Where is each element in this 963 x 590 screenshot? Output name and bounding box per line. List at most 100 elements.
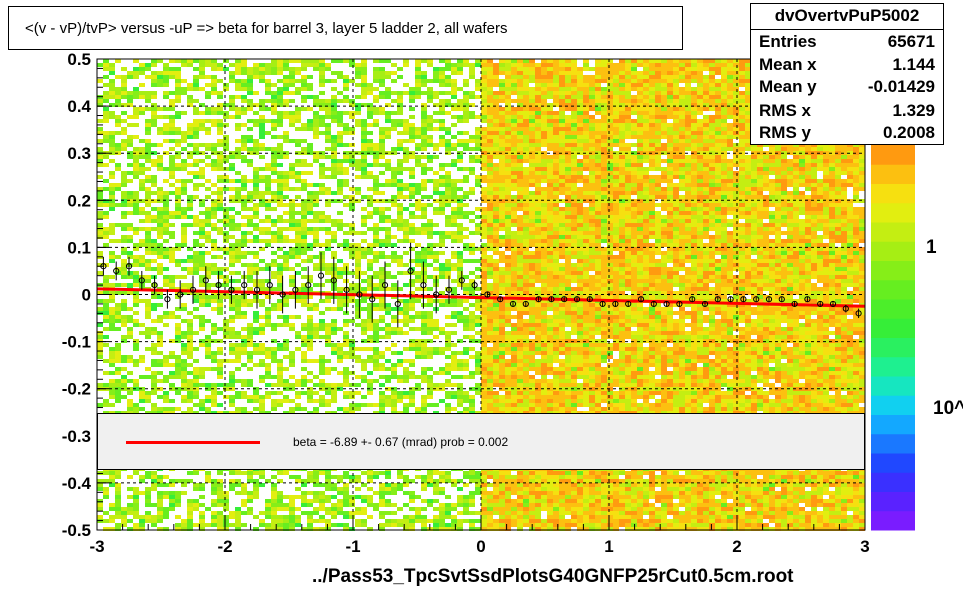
heatmap-cell	[349, 247, 355, 251]
heatmap-cell	[343, 503, 349, 507]
heatmap-cell	[313, 231, 319, 235]
heatmap-cell	[415, 159, 421, 163]
heatmap-cell	[277, 255, 283, 259]
heatmap-cell	[175, 359, 181, 363]
heatmap-cell	[289, 503, 295, 507]
heatmap-cell	[133, 507, 139, 511]
heatmap-cell	[163, 63, 169, 67]
heatmap-cell	[379, 499, 385, 503]
heatmap-cell	[283, 99, 289, 103]
heatmap-cell	[511, 71, 517, 75]
heatmap-cell	[235, 279, 241, 283]
heatmap-cell	[253, 75, 259, 79]
heatmap-cell	[133, 523, 139, 527]
heatmap-cell	[373, 243, 379, 247]
heatmap-cell	[469, 251, 475, 255]
heatmap-cell	[361, 395, 367, 399]
heatmap-cell	[181, 187, 187, 191]
heatmap-cell	[199, 251, 205, 255]
heatmap-cell	[313, 111, 319, 115]
heatmap-cell	[439, 83, 445, 87]
heatmap-cell	[163, 123, 169, 127]
heatmap-cell	[427, 339, 433, 343]
heatmap-cell	[493, 227, 499, 231]
heatmap-cell	[373, 191, 379, 195]
heatmap-cell	[127, 143, 133, 147]
heatmap-cell	[193, 263, 199, 267]
heatmap-cell	[259, 71, 265, 75]
heatmap-cell	[241, 95, 247, 99]
heatmap-cell	[115, 311, 121, 315]
heatmap-cell	[487, 311, 493, 315]
heatmap-cell	[235, 107, 241, 111]
heatmap-cell	[469, 399, 475, 403]
heatmap-cell	[241, 147, 247, 151]
heatmap-cell	[397, 259, 403, 263]
heatmap-cell	[223, 275, 229, 279]
heatmap-cell	[391, 223, 397, 227]
heatmap-cell	[229, 335, 235, 339]
heatmap-cell	[499, 503, 505, 507]
heatmap-cell	[445, 139, 451, 143]
heatmap-cell	[433, 251, 439, 255]
heatmap-cell	[373, 331, 379, 335]
heatmap-cell	[145, 399, 151, 403]
heatmap-cell	[325, 307, 331, 311]
heatmap-cell	[505, 63, 511, 67]
heatmap-cell	[331, 199, 337, 203]
heatmap-cell	[469, 243, 475, 247]
heatmap-cell	[181, 375, 187, 379]
heatmap-cell	[217, 199, 223, 203]
heatmap-cell	[397, 187, 403, 191]
heatmap-cell	[421, 399, 427, 403]
heatmap-cell	[409, 315, 415, 319]
heatmap-cell	[475, 363, 481, 367]
heatmap-cell	[157, 215, 163, 219]
heatmap-cell	[373, 87, 379, 91]
heatmap-cell	[229, 179, 235, 183]
heatmap-cell	[205, 471, 211, 475]
heatmap-cell	[211, 487, 217, 491]
heatmap-cell	[451, 183, 457, 187]
heatmap-cell	[247, 331, 253, 335]
heatmap-cell	[115, 255, 121, 259]
heatmap-cell	[433, 519, 439, 523]
heatmap-cell	[283, 303, 289, 307]
heatmap-cell	[157, 243, 163, 247]
heatmap-cell	[223, 159, 229, 163]
heatmap-cell	[139, 207, 145, 211]
heatmap-cell	[499, 327, 505, 331]
heatmap-cell	[487, 123, 493, 127]
heatmap-cell	[187, 327, 193, 331]
heatmap-cell	[121, 223, 127, 227]
heatmap-cell	[103, 403, 109, 407]
heatmap-cell	[295, 395, 301, 399]
heatmap-cell	[325, 271, 331, 275]
heatmap-cell	[337, 111, 343, 115]
heatmap-cell	[481, 155, 487, 159]
heatmap-cell	[241, 203, 247, 207]
heatmap-cell	[355, 83, 361, 87]
heatmap-cell	[475, 155, 481, 159]
heatmap-cell	[295, 383, 301, 387]
heatmap-cell	[247, 163, 253, 167]
heatmap-cell	[163, 511, 169, 515]
heatmap-cell	[187, 203, 193, 207]
heatmap-cell	[451, 215, 457, 219]
heatmap-cell	[205, 263, 211, 267]
heatmap-cell	[505, 331, 511, 335]
heatmap-cell	[271, 167, 277, 171]
heatmap-cell	[355, 103, 361, 107]
heatmap-cell	[463, 119, 469, 123]
heatmap-cell	[493, 283, 499, 287]
heatmap-cell	[157, 167, 163, 171]
heatmap-cell	[121, 191, 127, 195]
heatmap-cell	[103, 95, 109, 99]
heatmap-cell	[289, 75, 295, 79]
heatmap-cell	[493, 343, 499, 347]
heatmap-cell	[133, 495, 139, 499]
heatmap-cell	[475, 315, 481, 319]
heatmap-cell	[223, 155, 229, 159]
heatmap-cell	[355, 123, 361, 127]
heatmap-cell	[121, 227, 127, 231]
